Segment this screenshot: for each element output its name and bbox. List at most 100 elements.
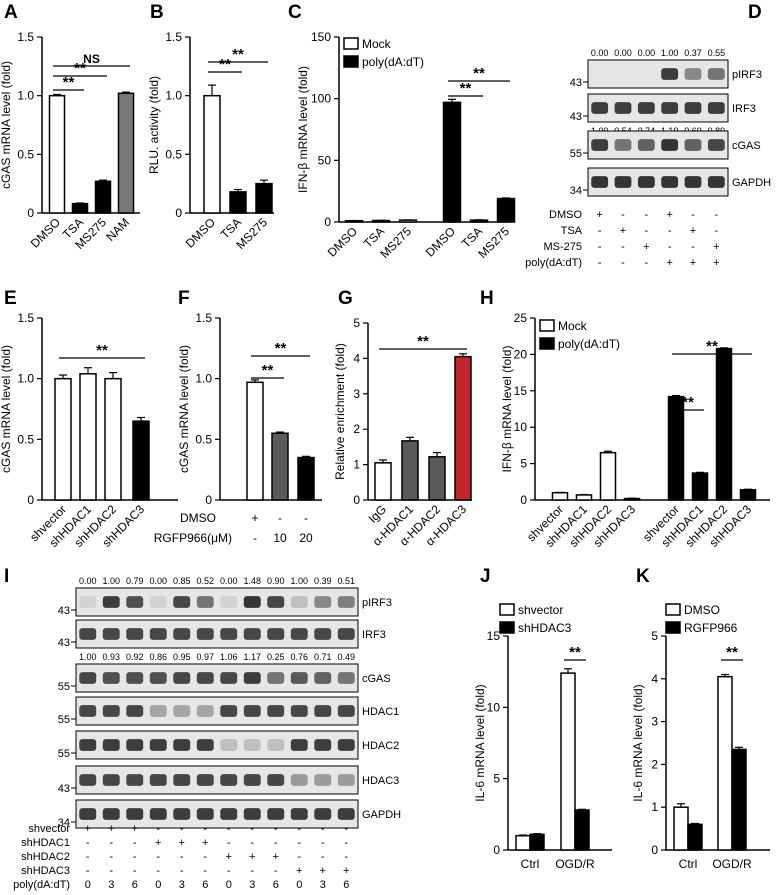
blot-band <box>591 176 609 188</box>
blot-band <box>149 808 167 820</box>
y-tick-label: 0 <box>175 206 182 220</box>
significance-label: ** <box>63 74 75 91</box>
blot-band <box>126 596 144 608</box>
y-tick-label: 1.0 <box>17 372 34 386</box>
blot-band <box>102 672 120 684</box>
treatment-value: - <box>304 511 308 525</box>
significance-label: ** <box>417 333 429 350</box>
treatment-label: poly(dA:dT) <box>13 879 70 891</box>
blot-band <box>614 102 632 114</box>
blot-band <box>684 176 702 188</box>
treatment-value: - <box>180 865 184 877</box>
blot-band <box>337 774 355 786</box>
blot-band <box>337 596 355 608</box>
legend-label: Mock <box>362 37 392 51</box>
blot-band <box>196 672 214 684</box>
treatment-value: - <box>621 209 625 221</box>
blot-band <box>196 705 214 717</box>
blot-band <box>684 102 702 114</box>
panel-label-c: C <box>288 2 302 23</box>
treatment-value: - <box>180 851 184 863</box>
blot-band <box>314 596 332 608</box>
treatment-value: - <box>274 865 278 877</box>
treatment-value: - <box>156 851 160 863</box>
quant-value: 0.25 <box>267 652 285 662</box>
blot-band <box>337 808 355 820</box>
treatment-value: - <box>86 837 90 849</box>
treatment-value: - <box>598 257 602 269</box>
x-group-label: OGD/R <box>555 857 595 871</box>
blot-band <box>637 176 655 188</box>
treatment-value: 6 <box>343 879 349 891</box>
panel-label-i: I <box>4 566 10 587</box>
blot-band <box>290 596 308 608</box>
blot-strip <box>587 167 729 197</box>
treatment-label: TSA <box>561 225 583 237</box>
treatment-value: - <box>644 209 648 221</box>
treatment-value: - <box>109 837 113 849</box>
treatment-value: - <box>133 865 137 877</box>
blot-strip <box>75 799 359 829</box>
treatment-value: - <box>227 823 231 835</box>
blot-band <box>79 596 97 608</box>
y-axis-label: cGAS mRNA level (fold) <box>177 345 191 473</box>
blot-band <box>707 176 725 188</box>
blot-strip <box>75 730 359 760</box>
y-tick-label: 1.0 <box>165 89 182 103</box>
quant-value: 0.00 <box>638 48 656 58</box>
treatment-value: 6 <box>202 879 208 891</box>
quant-value: 0.39 <box>314 576 332 586</box>
y-tick-label: 2 <box>353 422 360 436</box>
blot-band <box>79 705 97 717</box>
treatment-value: + <box>249 851 255 863</box>
blot-band <box>196 628 214 640</box>
blot-band <box>614 176 632 188</box>
treatment-label: shvector <box>28 823 70 835</box>
blot-band <box>149 705 167 717</box>
blot-band <box>102 774 120 786</box>
panel-label-f: F <box>178 288 190 309</box>
protein-label: HDAC3 <box>362 775 399 787</box>
treatment-value: + <box>690 257 696 269</box>
y-tick-label: 0 <box>520 493 527 507</box>
blot-band <box>337 628 355 640</box>
significance-label: ** <box>460 80 472 97</box>
treatment-value: - <box>714 225 718 237</box>
quant-value: 1.17 <box>243 652 261 662</box>
treatment-value: 10 <box>273 531 287 545</box>
molecular-weight-marker: 55 <box>58 681 70 693</box>
protein-label: GAPDH <box>362 809 401 821</box>
molecular-weight-marker: 43 <box>58 605 70 617</box>
treatment-value: 6 <box>132 879 138 891</box>
x-group-label: OGD/R <box>712 857 752 871</box>
treatment-value: + <box>713 241 719 253</box>
protein-label: GAPDH <box>732 177 771 189</box>
legend-swatch <box>665 621 681 634</box>
treatment-value: 20 <box>299 531 313 545</box>
blot-band <box>337 739 355 751</box>
y-tick-label: 5 <box>493 772 500 786</box>
blot-band <box>243 739 261 751</box>
y-tick-label: 0 <box>27 493 34 507</box>
blot-band <box>337 672 355 684</box>
treatment-value: - <box>297 851 301 863</box>
blot-band <box>126 672 144 684</box>
blot-strip <box>587 59 729 89</box>
blot-band <box>243 774 261 786</box>
legend-label: shvector <box>518 603 563 617</box>
treatment-value: + <box>251 511 258 525</box>
blot-strip <box>75 619 359 649</box>
treatment-value: - <box>203 865 207 877</box>
protein-label: cGAS <box>732 140 761 152</box>
y-tick-label: 0.5 <box>17 432 34 446</box>
significance-label: ** <box>682 394 694 411</box>
y-axis-label: IL-6 mRNA level (fold) <box>473 684 487 801</box>
blot-band <box>220 672 238 684</box>
x-group-label: Ctrl <box>679 857 698 871</box>
treatment-value: - <box>274 823 278 835</box>
treatment-value: 3 <box>108 879 114 891</box>
